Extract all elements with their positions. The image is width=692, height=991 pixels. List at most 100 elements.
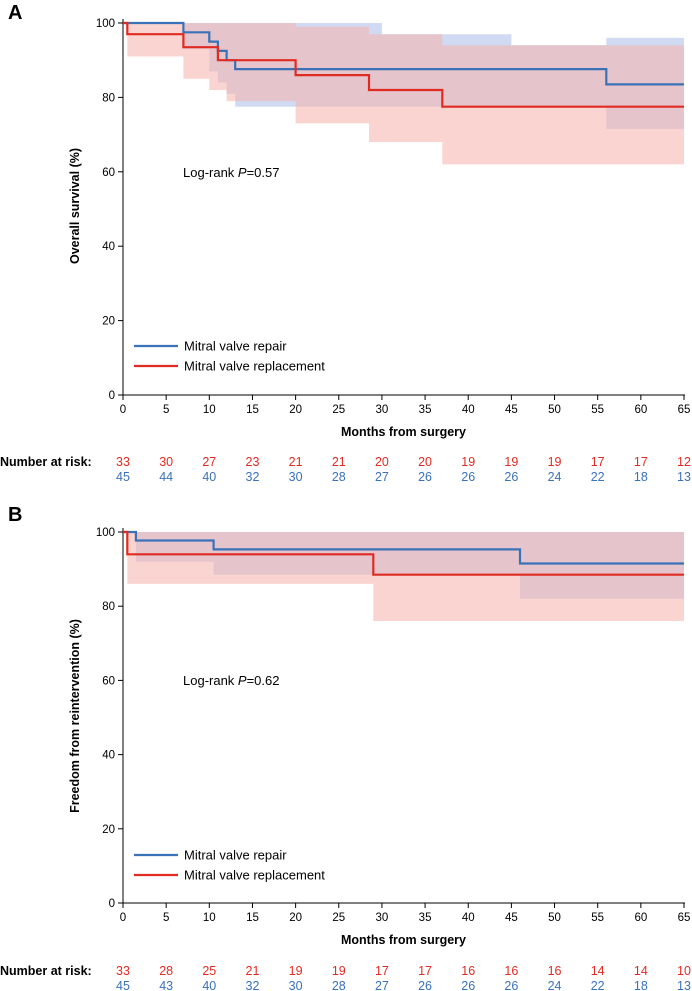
y-tick-label: 20	[102, 316, 115, 328]
x-axis-title-a: Months from surgery	[341, 425, 466, 439]
y-tick-label: 40	[102, 241, 115, 253]
y-tick-label: 60	[102, 167, 115, 179]
legend-label-repair: Mitral valve repair	[184, 339, 287, 354]
ci-bands-a	[123, 23, 684, 165]
risk-count-replacement: 19	[548, 455, 562, 469]
x-tick-label: 15	[246, 404, 259, 416]
ci-bands-b	[123, 532, 684, 621]
logrank-annotation: Log-rank P=0.62	[183, 673, 280, 688]
x-axis-title-b: Months from surgery	[341, 933, 466, 947]
legend-b: Mitral valve repair Mitral valve replace…	[134, 848, 325, 883]
replacement-survival-line	[123, 21, 684, 108]
risk-count-replacement: 16	[461, 964, 475, 978]
x-tick-label: 55	[591, 912, 604, 924]
risk-count-replacement: 19	[332, 964, 346, 978]
risk-row-replacement: 33 28 25 21 19 19 17 17 16 16 16 14 14 10	[116, 964, 691, 978]
risk-row-repair: 45 44 40 32 30 28 27 26 26 26 24 22 18 13	[116, 470, 691, 484]
legend-a: Mitral valve repair Mitral valve replace…	[134, 339, 325, 374]
risk-count-repair: 26	[418, 470, 432, 484]
risk-count-repair: 32	[246, 470, 260, 484]
x-tick-label: 5	[163, 912, 169, 924]
risk-table-title: Number at risk:	[0, 964, 92, 978]
risk-table-a: Number at risk: 33 30 27 23 21 21 20 20 19 19 19 17…	[0, 455, 691, 484]
curves-b	[123, 530, 684, 576]
x-tick-label: 20	[289, 404, 302, 416]
x-tick-label: 30	[376, 404, 389, 416]
risk-count-repair: 27	[375, 470, 389, 484]
y-tick-label: 0	[109, 898, 115, 910]
risk-count-repair: 26	[504, 470, 518, 484]
risk-count-replacement: 17	[591, 455, 605, 469]
risk-count-repair: 26	[461, 470, 475, 484]
replacement-ci-band	[123, 23, 684, 165]
risk-count-replacement: 19	[504, 455, 518, 469]
risk-count-repair: 26	[504, 979, 518, 991]
risk-count-replacement: 17	[634, 455, 648, 469]
x-tick-label: 45	[505, 912, 518, 924]
x-tick-label: 40	[462, 912, 475, 924]
panel-label-b: B	[8, 504, 22, 526]
legend-label-repair: Mitral valve repair	[184, 848, 287, 863]
risk-count-replacement: 10	[677, 964, 691, 978]
panel-label-a: A	[8, 2, 22, 24]
risk-count-replacement: 23	[246, 455, 260, 469]
risk-count-repair: 43	[159, 979, 173, 991]
x-tick-label: 40	[462, 404, 475, 416]
risk-count-replacement: 14	[634, 964, 648, 978]
risk-count-repair: 13	[677, 979, 691, 991]
risk-count-repair: 27	[375, 979, 389, 991]
replacement-reintervention-line	[123, 530, 684, 576]
x-tick-label: 35	[419, 912, 432, 924]
repair-survival-line	[123, 21, 684, 86]
risk-count-replacement: 17	[418, 964, 432, 978]
risk-count-replacement: 25	[202, 964, 216, 978]
panel-a: A 0 5 10 15 20 25 30 35 40 45 50 55 60 65 0 20 40 60 80 100…	[0, 2, 691, 484]
risk-count-replacement: 17	[375, 964, 389, 978]
x-tick-label: 45	[505, 404, 518, 416]
y-axis-title-b: Freedom from reintervention (%)	[68, 619, 82, 813]
y-tick-label: 80	[102, 601, 115, 613]
y-tick-label: 20	[102, 824, 115, 836]
risk-count-replacement: 33	[116, 455, 130, 469]
risk-count-repair: 45	[116, 470, 130, 484]
risk-count-repair: 32	[246, 979, 260, 991]
x-tick-label: 20	[289, 912, 302, 924]
risk-count-repair: 40	[202, 979, 216, 991]
risk-count-replacement: 21	[332, 455, 346, 469]
axes-b: 0 5 10 15 20 25 30 35 40 45 50 55 60 65 0 20 40 60 80 100	[96, 527, 691, 924]
x-tick-label: 60	[634, 404, 647, 416]
x-tick-label: 5	[163, 404, 169, 416]
repair-reintervention-line	[123, 530, 684, 565]
x-tick-label: 10	[203, 404, 216, 416]
risk-count-repair: 30	[289, 470, 303, 484]
risk-count-replacement: 19	[461, 455, 475, 469]
x-tick-label: 50	[548, 404, 561, 416]
risk-count-replacement: 21	[246, 964, 260, 978]
x-tick-label: 35	[419, 404, 432, 416]
risk-count-replacement: 16	[548, 964, 562, 978]
logrank-annotation: Log-rank P=0.57	[183, 165, 280, 180]
risk-count-replacement: 21	[289, 455, 303, 469]
x-tick-label: 30	[376, 912, 389, 924]
risk-count-replacement: 33	[116, 964, 130, 978]
x-tick-label: 15	[246, 912, 259, 924]
risk-count-repair: 26	[461, 979, 475, 991]
x-tick-label: 55	[591, 404, 604, 416]
risk-count-repair: 28	[332, 979, 346, 991]
legend-label-replacement: Mitral valve replacement	[184, 868, 325, 883]
risk-count-repair: 26	[418, 979, 432, 991]
risk-table-b: Number at risk: 33 28 25 21 19 19 17 17 16 16 16 14…	[0, 964, 691, 991]
x-tick-label: 0	[120, 404, 126, 416]
y-tick-label: 100	[96, 527, 115, 539]
y-tick-label: 0	[109, 390, 115, 402]
x-tick-label: 50	[548, 912, 561, 924]
y-tick-label: 40	[102, 750, 115, 762]
y-tick-label: 80	[102, 92, 115, 104]
risk-count-repair: 44	[159, 470, 173, 484]
risk-count-repair: 18	[634, 470, 648, 484]
risk-count-replacement: 16	[504, 964, 518, 978]
risk-count-replacement: 12	[677, 455, 691, 469]
risk-count-repair: 24	[548, 979, 562, 991]
x-tick-label: 25	[332, 912, 345, 924]
